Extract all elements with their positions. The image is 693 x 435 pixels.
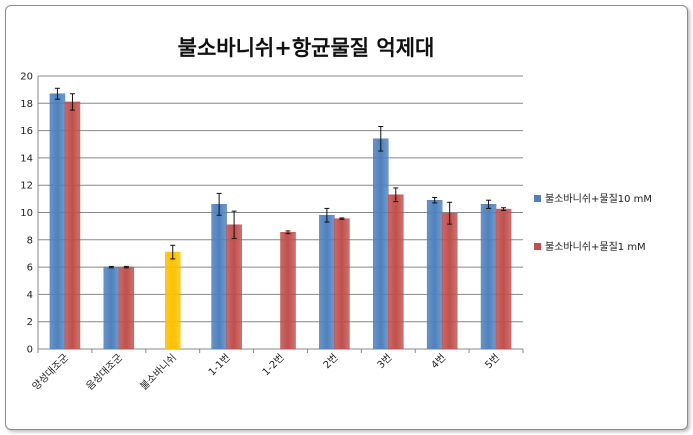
y-tick-label: 16 xyxy=(20,126,33,137)
legend-swatch xyxy=(534,195,541,202)
x-tick-label: 4번 xyxy=(429,352,448,371)
y-tick-label: 10 xyxy=(20,208,33,219)
bar xyxy=(280,232,296,350)
bar xyxy=(388,194,404,350)
x-tick-label: 1-1번 xyxy=(206,352,233,379)
bar xyxy=(441,212,458,350)
x-tick-label: 불소바니쉬 xyxy=(138,352,179,393)
bar xyxy=(480,204,497,350)
bar xyxy=(103,266,120,350)
y-tick-label: 2 xyxy=(27,317,33,328)
bar xyxy=(164,251,181,350)
bar xyxy=(211,204,227,350)
y-tick-label: 18 xyxy=(20,99,33,110)
y-tick-label: 4 xyxy=(27,290,33,301)
legend-label: 불소바니쉬+물질10 mM xyxy=(545,193,652,205)
y-tick-label: 12 xyxy=(20,181,33,192)
x-tick-label: 2번 xyxy=(321,352,340,371)
bars xyxy=(49,87,512,350)
chart-frame: 불소바니쉬+항균물질 억제대 0 2 4 6 8 10 12 14 16 18 20 양성대조군 음성대… xyxy=(5,5,688,430)
bar xyxy=(334,218,350,350)
y-tick-label: 0 xyxy=(27,345,33,356)
bar xyxy=(373,138,389,350)
x-tick-label: 5번 xyxy=(483,352,502,371)
y-tick-label: 14 xyxy=(20,153,33,164)
bar xyxy=(118,266,135,350)
bar xyxy=(64,101,81,350)
x-tick-label: 음성대조군 xyxy=(84,352,125,393)
bar xyxy=(495,208,512,350)
y-tick-label: 8 xyxy=(27,235,33,246)
x-tick-label: 1-2번 xyxy=(260,352,287,379)
bar xyxy=(226,224,242,350)
y-tick-label: 20 xyxy=(20,72,33,83)
y-tick-label: 6 xyxy=(27,263,33,274)
bar-chart: 불소바니쉬+항균물질 억제대 0 2 4 6 8 10 12 14 16 18 20 양성대조군 음성대… xyxy=(20,36,652,393)
legend-label: 불소바니쉬+물질1 mM xyxy=(545,241,646,253)
x-tick-label: 양성대조군 xyxy=(30,352,71,393)
bar xyxy=(49,93,66,350)
legend: 불소바니쉬+물질10 mM 불소바니쉬+물질1 mM xyxy=(534,193,652,253)
bar xyxy=(319,214,335,350)
chart-title: 불소바니쉬+항균물질 억제대 xyxy=(178,36,435,60)
legend-swatch xyxy=(534,243,541,250)
bar xyxy=(426,199,443,350)
x-tick-label: 3번 xyxy=(375,352,394,371)
